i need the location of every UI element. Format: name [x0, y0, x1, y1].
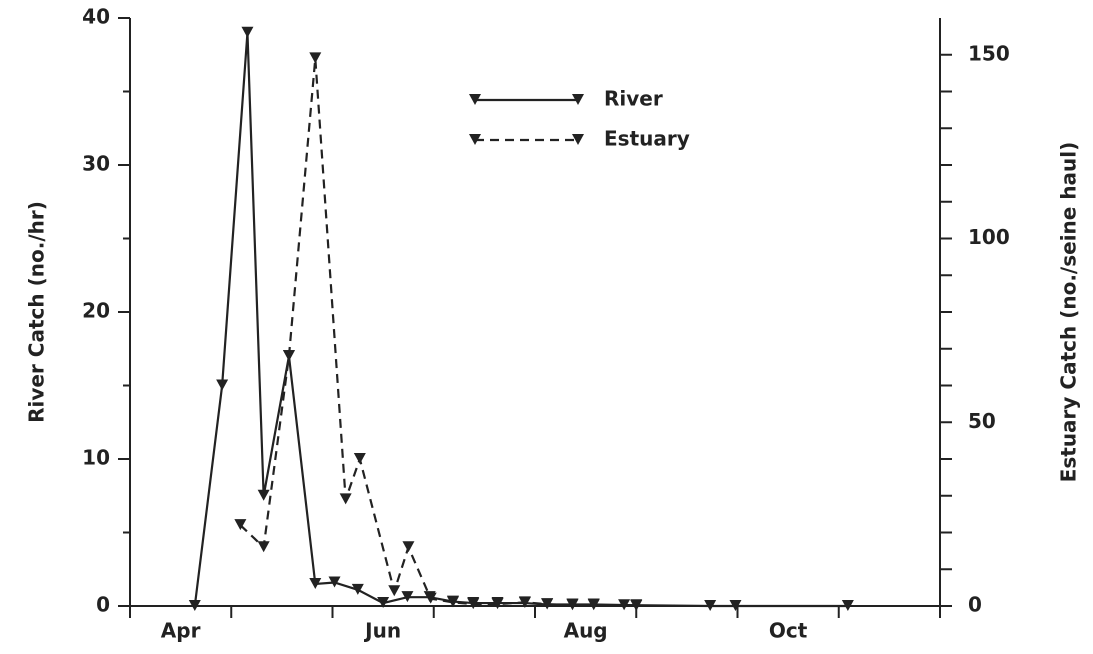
point-marker — [309, 577, 322, 589]
x-tick-label: Jun — [363, 619, 401, 643]
y2-tick-label: 50 — [968, 409, 996, 433]
point-marker — [618, 599, 631, 611]
point-marker — [282, 350, 295, 362]
y2-tick-label: 150 — [968, 41, 1010, 65]
point-marker — [328, 576, 341, 588]
point-marker — [216, 379, 229, 391]
legend-marker — [572, 94, 584, 105]
point-marker — [446, 596, 459, 608]
point-marker — [402, 541, 415, 553]
point-marker — [630, 600, 643, 611]
point-marker — [491, 598, 504, 610]
y-tick-label: 40 — [82, 5, 110, 29]
y2-tick-label: 0 — [968, 593, 982, 617]
point-marker — [704, 600, 717, 611]
point-marker — [729, 600, 742, 611]
x-tick-label: Aug — [564, 619, 608, 643]
series-line — [239, 58, 637, 608]
y-tick-label: 30 — [82, 152, 110, 176]
point-marker — [351, 583, 364, 595]
point-marker — [566, 599, 579, 611]
point-marker — [841, 600, 854, 611]
point-marker — [377, 597, 390, 609]
point-marker — [518, 596, 531, 608]
point-marker — [388, 585, 401, 597]
y-tick-label: 0 — [96, 593, 110, 617]
point-marker — [401, 591, 414, 603]
y-tick-label: 10 — [82, 446, 110, 470]
point-marker — [467, 598, 480, 610]
legend-marker — [572, 134, 584, 145]
legend-marker — [469, 94, 481, 105]
y-tick-label: 20 — [82, 299, 110, 323]
point-marker — [353, 453, 366, 464]
point-marker — [309, 52, 322, 64]
point-marker — [339, 493, 352, 505]
point-marker — [587, 599, 600, 611]
y2-tick-label: 100 — [968, 225, 1010, 249]
point-marker — [188, 600, 201, 611]
point-marker — [241, 26, 254, 38]
point-marker — [257, 489, 270, 501]
legend-label: River — [604, 87, 663, 111]
point-marker — [424, 592, 437, 604]
point-marker — [234, 519, 247, 531]
point-marker — [257, 541, 270, 553]
legend-label: Estuary — [604, 127, 690, 151]
point-marker — [541, 598, 554, 610]
legend-marker — [469, 134, 481, 145]
y2-axis-label: Estuary Catch (no./seine haul) — [1057, 142, 1081, 483]
x-tick-label: Oct — [769, 619, 808, 643]
y-axis-label: River Catch (no./hr) — [25, 201, 49, 423]
x-tick-label: Apr — [161, 619, 201, 643]
